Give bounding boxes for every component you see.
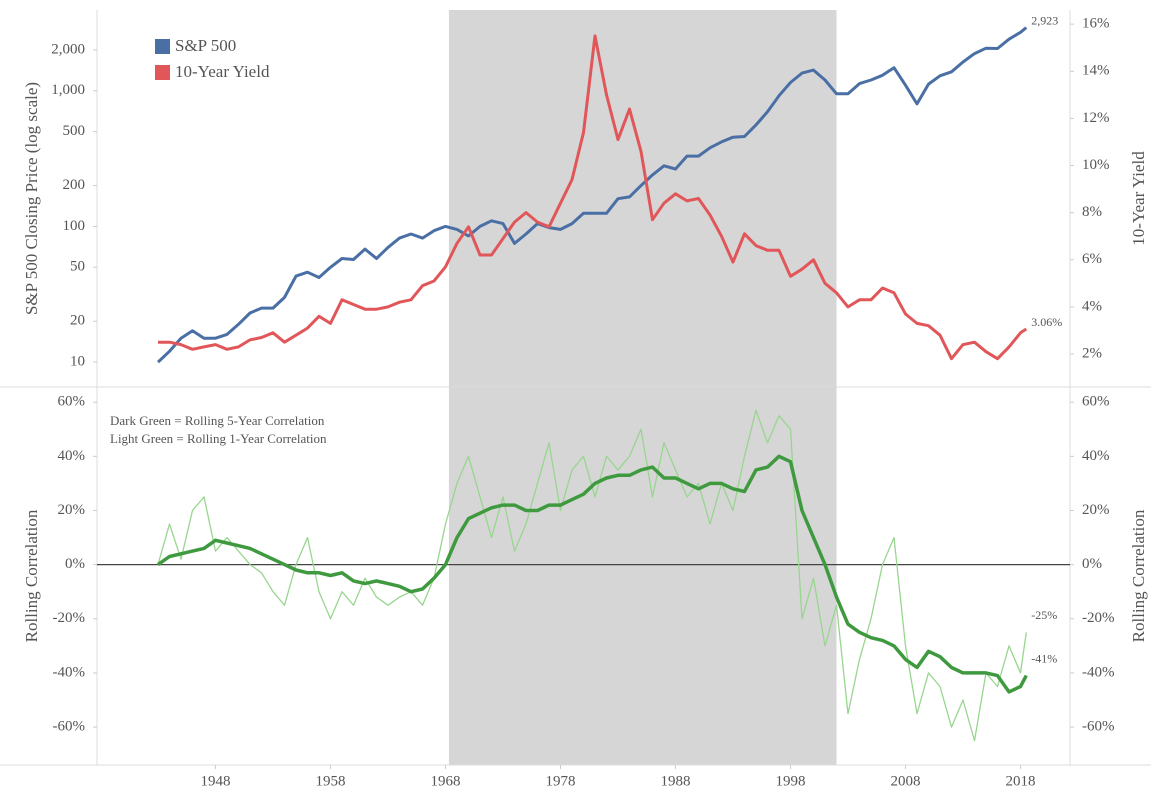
y2-tick-label: 0% (1082, 556, 1102, 572)
x-tick-label: 1948 (200, 773, 230, 789)
y2-tick-label: 60% (1082, 394, 1110, 410)
y2-tick-label: 14% (1082, 63, 1110, 79)
y2-tick-label: 8% (1082, 204, 1102, 220)
legend-label: Dark Green = Rolling 5-Year Correlation (110, 413, 325, 428)
y2-tick-label: 16% (1082, 16, 1110, 32)
series-line (156, 26, 1028, 364)
y2-tick-label: -40% (1082, 664, 1115, 680)
y-tick-label: -20% (53, 610, 86, 626)
x-tick-label: 1988 (661, 773, 691, 789)
x-tick-label: 1978 (545, 773, 575, 789)
y2-tick-label: -20% (1082, 610, 1115, 626)
y-tick-label: 500 (63, 123, 86, 139)
end-label: 3.06% (1031, 315, 1062, 329)
y2-axis-title: 10-Year Yield (1129, 151, 1148, 246)
y2-tick-label: 4% (1082, 298, 1102, 314)
x-tick-label: 1998 (776, 773, 806, 789)
end-label: -41% (1031, 651, 1057, 665)
y-axis-title: Rolling Correlation (22, 509, 41, 642)
x-tick-label: 1958 (315, 773, 345, 789)
legend-swatch (155, 39, 170, 54)
y2-tick-label: -60% (1082, 719, 1115, 735)
end-label: -25% (1031, 608, 1057, 622)
y-tick-label: 0% (65, 556, 85, 572)
y2-axis-title: Rolling Correlation (1129, 509, 1148, 642)
y-axis-title: S&P 500 Closing Price (log scale) (22, 82, 41, 315)
y-tick-label: 100 (63, 218, 86, 234)
series-line (158, 34, 1028, 361)
y-tick-label: 2,000 (51, 41, 85, 57)
legend-label: 10-Year Yield (175, 62, 270, 81)
legend-swatch (155, 65, 170, 80)
highlight-band (448, 387, 837, 765)
y-tick-label: 50 (70, 259, 85, 275)
y2-tick-label: 20% (1082, 502, 1110, 518)
end-label: 2,923 (1031, 13, 1058, 27)
y-tick-label: 1,000 (51, 82, 85, 98)
y2-tick-label: 12% (1082, 110, 1110, 126)
y-tick-label: 20 (70, 313, 85, 329)
y2-tick-label: 6% (1082, 251, 1102, 267)
series-line (157, 409, 1027, 742)
y2-tick-label: 10% (1082, 157, 1110, 173)
series-line (156, 454, 1028, 694)
y2-tick-label: 40% (1082, 448, 1110, 464)
legend-label: Light Green = Rolling 1-Year Correlation (110, 431, 327, 446)
y-tick-label: 20% (58, 502, 86, 518)
y-tick-label: -60% (53, 719, 86, 735)
x-tick-label: 2018 (1006, 773, 1036, 789)
y-tick-label: 40% (58, 448, 86, 464)
x-tick-label: 1968 (430, 773, 460, 789)
y-tick-label: 200 (63, 177, 86, 193)
y-tick-label: -40% (53, 664, 86, 680)
y-tick-label: 60% (58, 394, 86, 410)
x-tick-label: 2008 (891, 773, 921, 789)
y2-tick-label: 2% (1082, 345, 1102, 361)
legend-label: S&P 500 (175, 36, 236, 55)
y-tick-label: 10 (70, 354, 85, 370)
highlight-band (448, 10, 837, 387)
